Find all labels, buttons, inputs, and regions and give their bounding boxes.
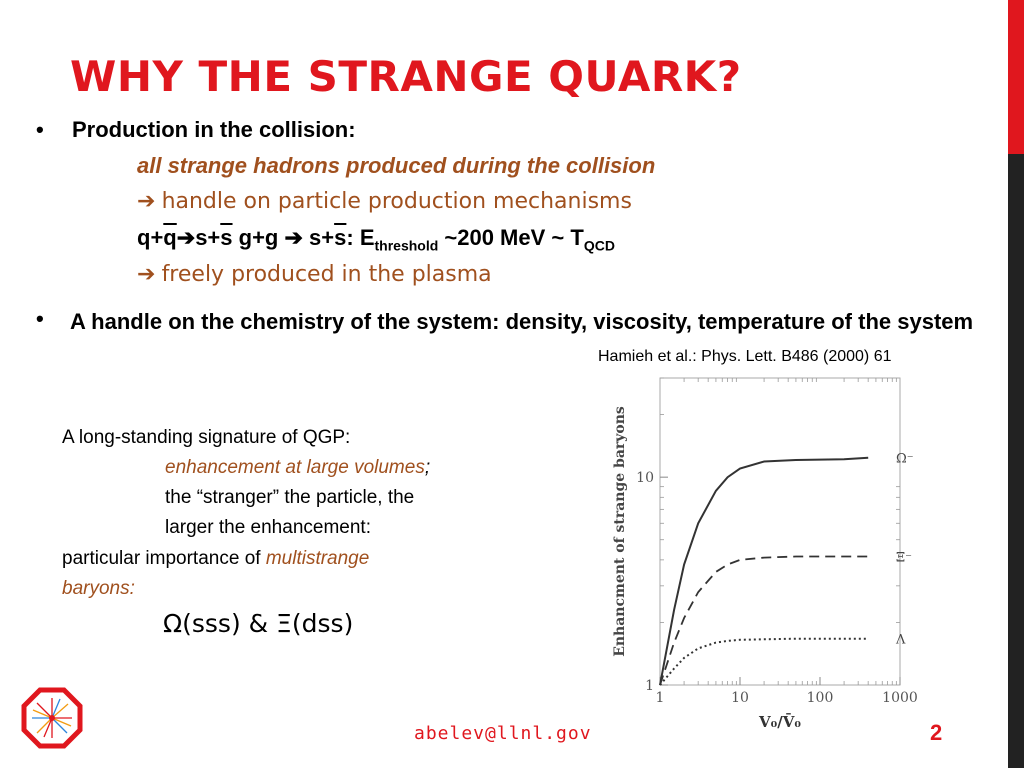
signature-line1: A long-standing signature of QGP: [62,427,351,448]
accent-bar-dark [1008,154,1024,768]
arrow-icon: ➔ [284,225,303,250]
arrow-icon: ➔ [176,225,196,250]
bullet1-sub1: all strange hadrons produced during the … [137,153,656,178]
bullet-marker: • [36,306,44,331]
signature-line5-prefix: particular importance of [62,548,266,569]
y-tick-label: 1 [645,678,654,694]
eq-sbar: s [220,225,233,250]
bullet1-sub2: ➔ handle on particle production mechanis… [137,188,632,214]
x-axis-label: V₀/V̄₀ [758,712,801,731]
arrow-icon: ➔ [137,261,156,286]
eq-mev: ~200 MeV ~ T [438,225,584,250]
page-number: 2 [930,720,943,745]
eq-threshold: threshold [374,237,439,254]
signature-line6: baryons: [62,578,135,599]
y-tick-label: 10 [636,470,654,486]
eq-qcd: QCD [583,237,615,254]
eq-q: q+ [137,225,164,250]
eq-e-prefix: : E [346,225,375,250]
footer-email[interactable]: abelev@llnl.gov [414,723,592,744]
eq-qbar: q [163,225,177,250]
eq-sbar2: s [334,225,347,250]
series-line [659,637,869,686]
signature-multistrange: multistrange [265,548,370,569]
bullet1-sub4: ➔ freely produced in the plasma [137,261,492,287]
x-tick-label: 1000 [882,690,918,706]
x-tick-label: 10 [731,690,749,706]
xi-rest: (dss) [291,609,354,638]
bullet1-equation: q+q➔s+s g+g ➔ s+s: Ethreshold ~200 MeV ~… [137,225,615,253]
bullet1-sub2-text: handle on particle production mechanisms [161,189,632,214]
eq-s: s+ [195,225,221,250]
signature-line2-suffix: ; [424,457,431,478]
x-tick-label: 1 [656,690,665,706]
signature-line5: particular importance of multistrange [62,548,369,570]
x-tick-label: 100 [807,690,834,706]
signature-line3: the “stranger” the particle, the [165,487,415,508]
enhancement-chart: 1 10 100 1000 1 10 Ω⁻ Ξ⁻ Λ V₀/V̄₀ Enhancment of st… [612,377,918,731]
series-label: Ω⁻ [896,452,914,467]
eq-gg: g+g [232,225,285,250]
bullet2-text: A handle on the chemistry of the system:… [70,309,974,334]
series-label: Λ [895,633,906,648]
omega-symbol: Ω [163,609,183,638]
plot-frame [659,377,901,686]
xi-symbol: Ξ [276,609,292,638]
signature-enhancement: enhancement at large volumes [165,457,425,478]
eq-s2: s+ [302,225,335,250]
slide-title: WHY THE STRANGE QUARK? [70,52,742,101]
citation: Hamieh et al.: Phys. Lett. B486 (2000) 6… [598,348,892,365]
signature-line4: larger the enhancement: [165,517,371,538]
bullet1-sub4-text: freely produced in the plasma [161,262,492,287]
bullet1-heading: Production in the collision: [72,117,356,142]
series-line [659,555,869,686]
series-label: Ξ⁻ [896,551,912,566]
collision-logo [21,687,83,749]
bullet-marker: • [36,117,44,142]
omega-xi-line: Ω(sss) & Ξ(dss) [163,609,353,638]
omega-rest: (sss) & [182,609,277,638]
y-axis-label: Enhancment of strange baryons [612,406,628,657]
series-line [659,456,869,686]
accent-bar-red [1008,0,1024,154]
signature-line2: enhancement at large volumes; [165,457,430,479]
arrow-icon: ➔ [137,188,156,213]
